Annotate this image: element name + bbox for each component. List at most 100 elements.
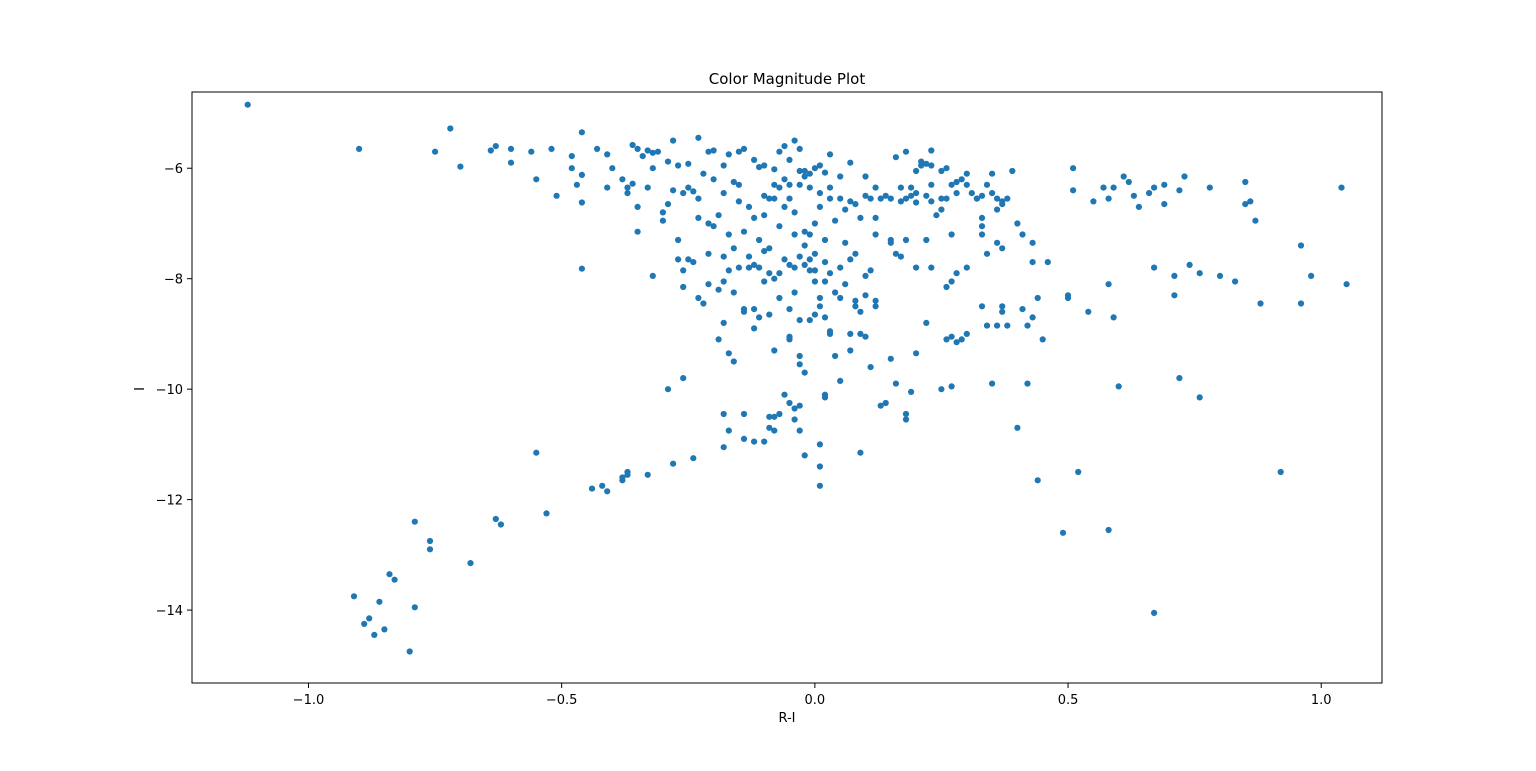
x-axis: −1.0 −0.5 0.0 0.5 1.0 <box>293 683 1332 708</box>
data-point <box>1125 178 1132 186</box>
data-point <box>892 250 900 257</box>
data-point <box>507 145 515 152</box>
data-point <box>852 303 859 310</box>
data-point <box>1343 281 1350 288</box>
data-point <box>938 195 945 202</box>
data-point <box>887 239 894 246</box>
data-point <box>533 449 540 456</box>
data-point <box>619 176 626 183</box>
data-point <box>791 416 798 423</box>
data-point <box>1176 187 1183 194</box>
data-point <box>751 261 758 268</box>
data-point <box>745 203 753 210</box>
data-point <box>801 369 808 376</box>
data-point <box>832 289 839 296</box>
data-point <box>386 571 393 578</box>
data-point <box>872 297 879 304</box>
data-point <box>923 319 930 326</box>
data-point <box>796 352 803 360</box>
data-point <box>447 125 454 132</box>
data-point <box>756 264 763 271</box>
data-point <box>867 267 874 274</box>
data-point <box>720 319 727 326</box>
data-point <box>720 410 727 418</box>
data-point <box>771 427 778 434</box>
data-point <box>842 206 849 213</box>
data-point <box>902 195 910 202</box>
data-point <box>761 162 768 169</box>
data-point <box>695 195 702 202</box>
data-point <box>771 413 778 420</box>
data-point <box>989 380 996 387</box>
data-point <box>730 245 737 252</box>
data-point <box>690 259 697 266</box>
data-point <box>685 256 692 263</box>
data-point <box>366 615 373 622</box>
data-point <box>786 181 793 188</box>
data-point <box>821 314 829 321</box>
data-point <box>680 375 687 382</box>
data-point <box>913 190 920 197</box>
data-point <box>882 192 889 199</box>
data-point <box>507 159 515 166</box>
data-point <box>1110 184 1117 191</box>
data-point <box>766 245 773 252</box>
data-point <box>457 163 464 170</box>
data-point <box>796 402 803 409</box>
data-point <box>1161 181 1168 188</box>
data-point <box>928 264 935 271</box>
data-point <box>882 399 889 407</box>
data-point <box>994 195 1001 202</box>
data-point <box>811 267 819 274</box>
data-point <box>847 330 854 337</box>
data-point <box>467 560 474 567</box>
data-point <box>816 441 824 448</box>
data-point <box>801 228 808 235</box>
data-point <box>963 181 970 188</box>
data-point <box>928 147 935 154</box>
data-point <box>411 604 418 611</box>
data-point <box>685 184 692 191</box>
data-point <box>670 460 677 467</box>
data-point <box>801 173 808 180</box>
data-point <box>1024 322 1031 329</box>
data-point <box>948 383 955 390</box>
data-point <box>376 598 383 605</box>
data-point <box>528 148 535 155</box>
data-point <box>857 449 864 456</box>
data-point <box>654 148 662 155</box>
data-point <box>837 264 844 271</box>
data-point <box>609 165 616 172</box>
data-point <box>852 250 859 257</box>
data-point <box>700 170 707 177</box>
data-point <box>761 212 768 219</box>
data-point <box>776 184 783 191</box>
data-point <box>649 165 656 172</box>
data-point <box>735 198 743 205</box>
data-point <box>791 137 798 144</box>
data-point <box>862 333 869 340</box>
data-point <box>948 333 955 340</box>
data-point <box>923 236 930 244</box>
data-point <box>1070 187 1077 194</box>
data-point <box>1034 477 1041 484</box>
data-point <box>1059 529 1067 536</box>
data-point <box>624 471 631 478</box>
data-point <box>801 167 808 175</box>
data-point <box>1100 184 1107 191</box>
data-point <box>1297 242 1305 249</box>
data-point <box>1171 292 1178 299</box>
data-point <box>381 626 388 633</box>
data-point <box>821 394 829 401</box>
data-point <box>705 220 712 227</box>
data-point <box>756 236 763 244</box>
data-point <box>989 190 996 197</box>
data-point <box>1105 281 1112 288</box>
data-point <box>730 289 737 296</box>
data-point <box>644 471 651 478</box>
data-point <box>837 294 844 302</box>
data-point <box>1034 294 1041 302</box>
data-point <box>821 169 829 176</box>
data-point <box>371 631 378 639</box>
data-point <box>695 134 702 141</box>
